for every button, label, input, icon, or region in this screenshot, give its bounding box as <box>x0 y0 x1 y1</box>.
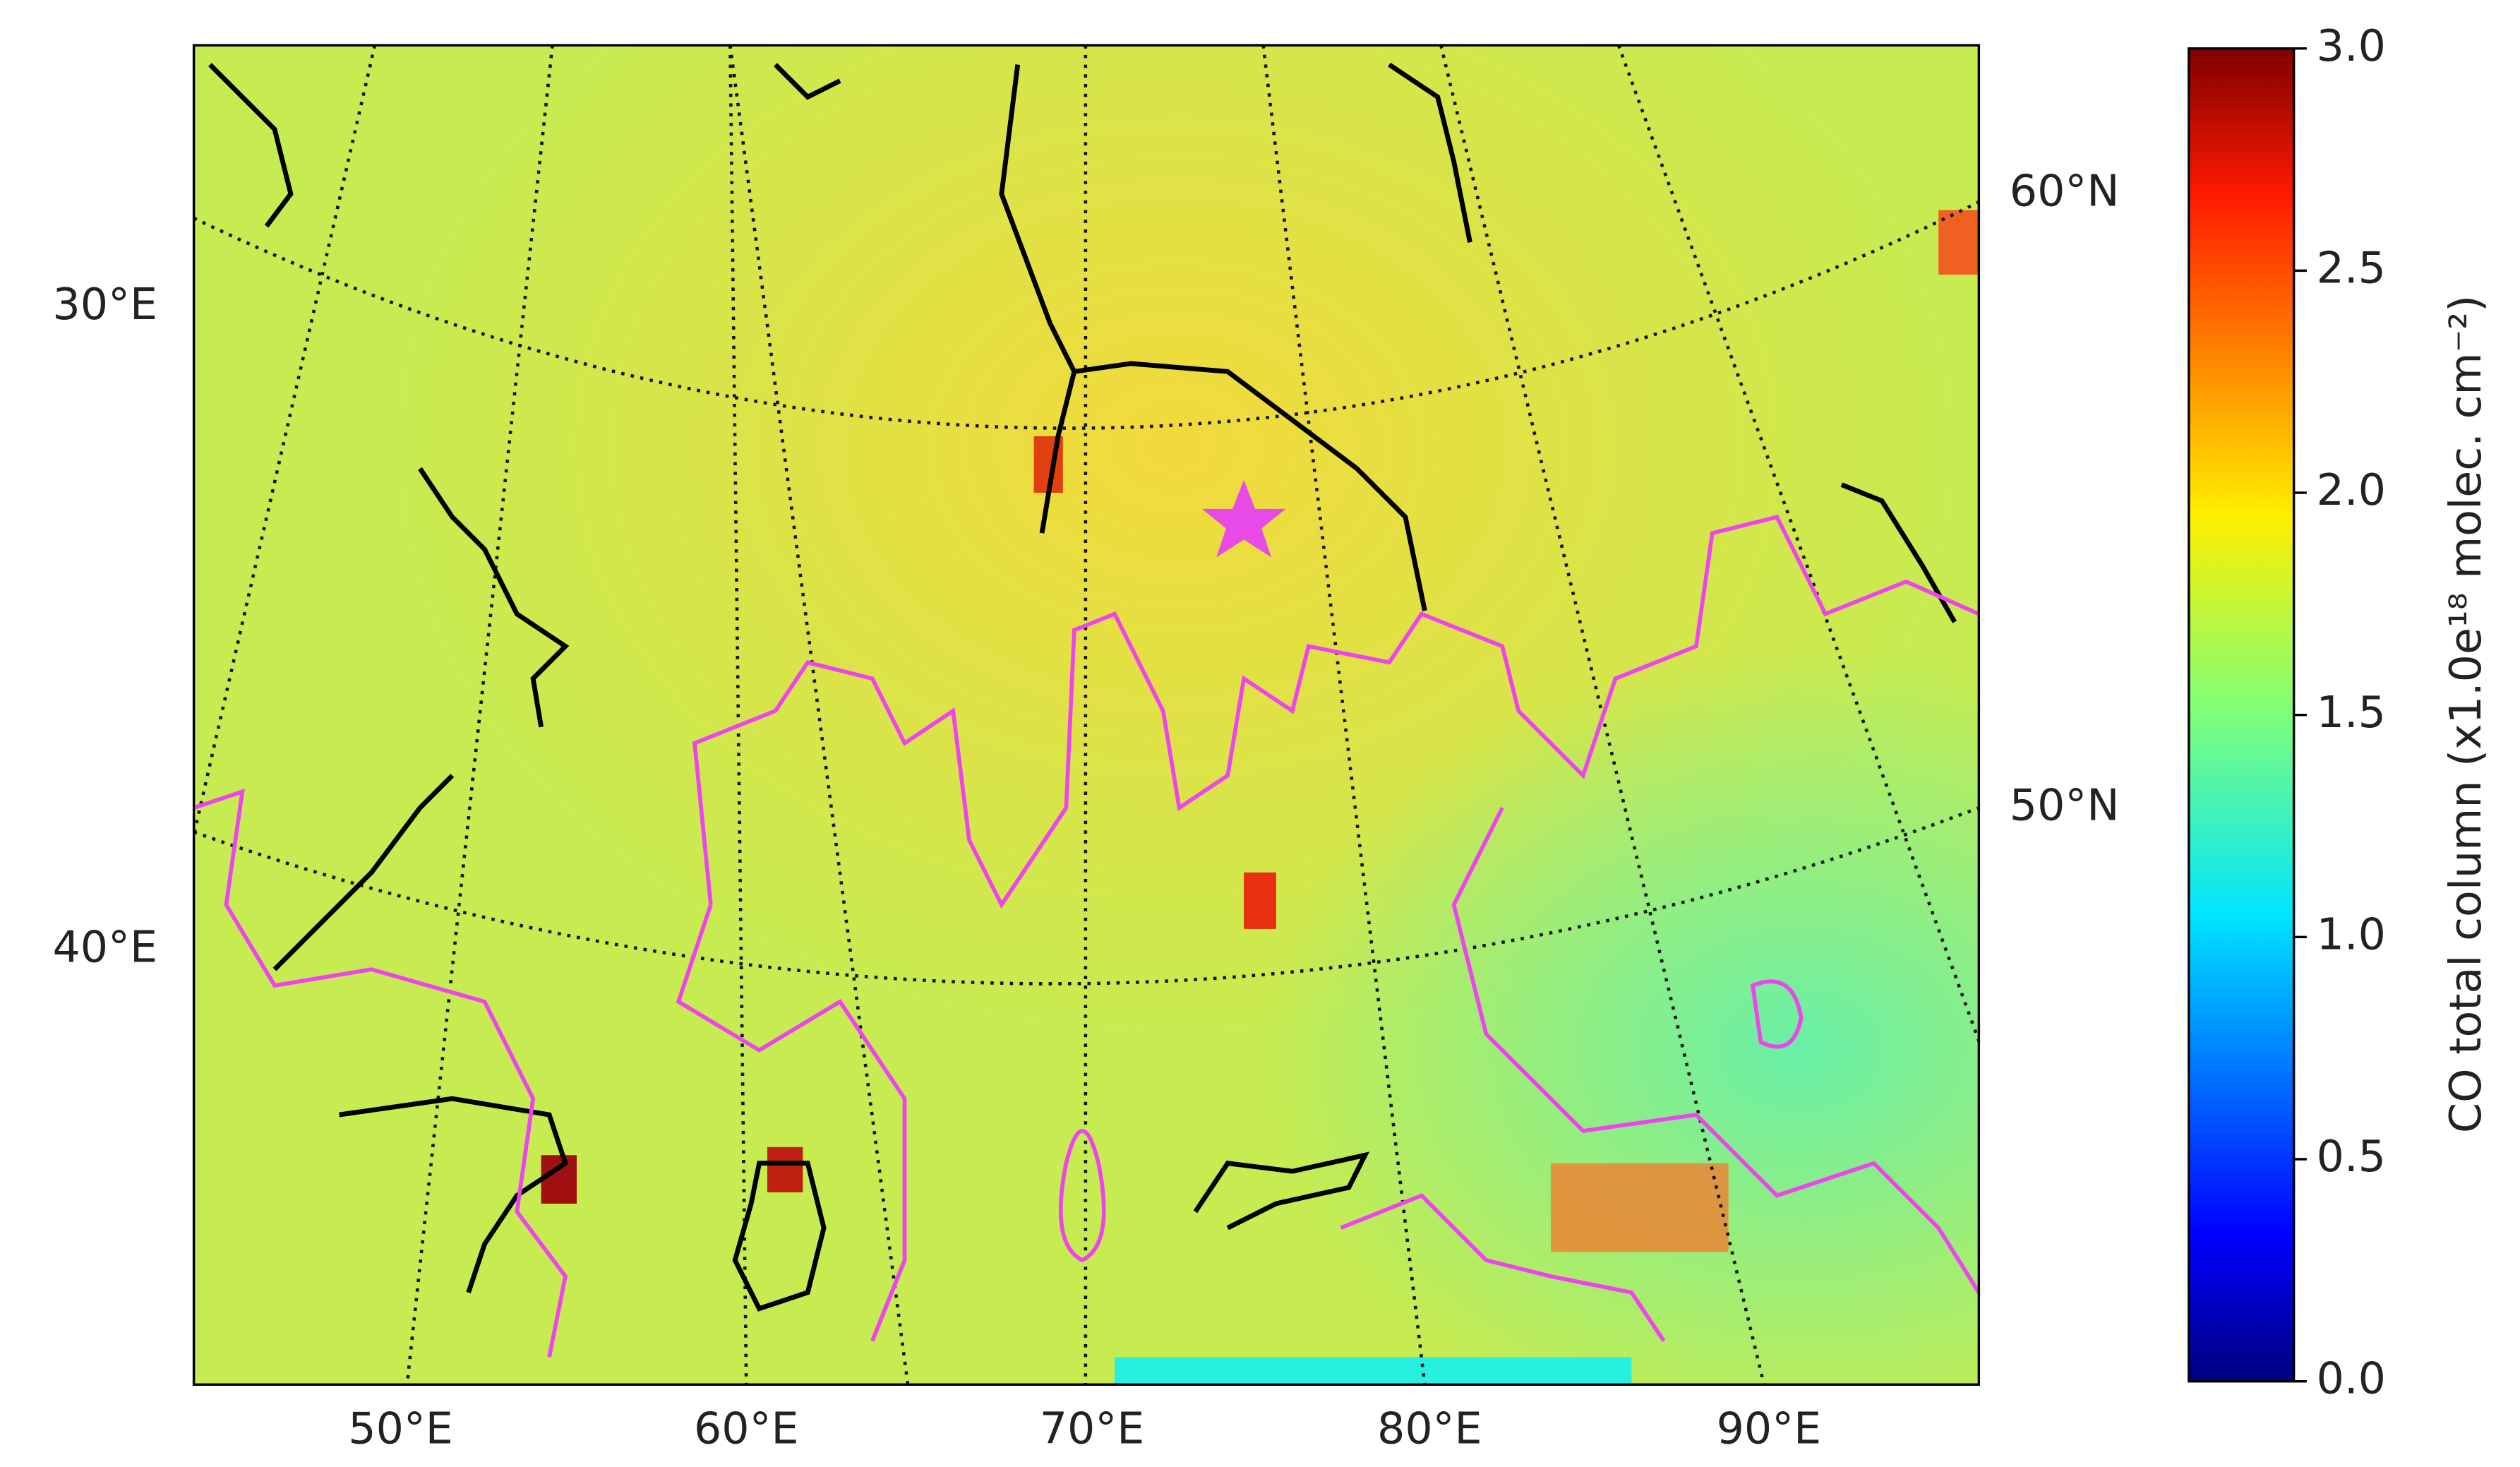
left-label: 40°E <box>52 922 157 973</box>
left-label: 30°E <box>52 279 157 330</box>
coastlines <box>208 62 1957 1312</box>
right-label: 50°N <box>2010 779 2120 830</box>
bottom-label: 80°E <box>1377 1403 1482 1454</box>
colorbar-tick-label: 0.0 <box>2317 1353 2386 1404</box>
site-star <box>1201 479 1286 558</box>
right-label: 60°N <box>2010 166 2120 217</box>
colorbar-label: CO total column (x1.0e¹⁸ molec. cm⁻²) <box>2440 295 2491 1133</box>
bottom-label: 70°E <box>1040 1403 1145 1454</box>
colorbar <box>2188 47 2296 1383</box>
bottom-label: 50°E <box>348 1403 453 1454</box>
bottom-label: 90°E <box>1717 1403 1822 1454</box>
colorbar-tick-label: 0.5 <box>2317 1131 2386 1182</box>
colorbar-tick-label: 3.0 <box>2317 20 2386 71</box>
colorbar-tick-label: 2.5 <box>2317 242 2386 293</box>
colorbar-tick-label: 2.0 <box>2317 465 2386 515</box>
colorbar-tick-label: 1.0 <box>2317 909 2386 959</box>
bottom-label: 60°E <box>694 1403 799 1454</box>
colorbar-tick-label: 1.5 <box>2317 687 2386 738</box>
contours <box>193 515 1979 1358</box>
map-frame <box>192 44 1981 1386</box>
map-field <box>193 45 1979 1385</box>
